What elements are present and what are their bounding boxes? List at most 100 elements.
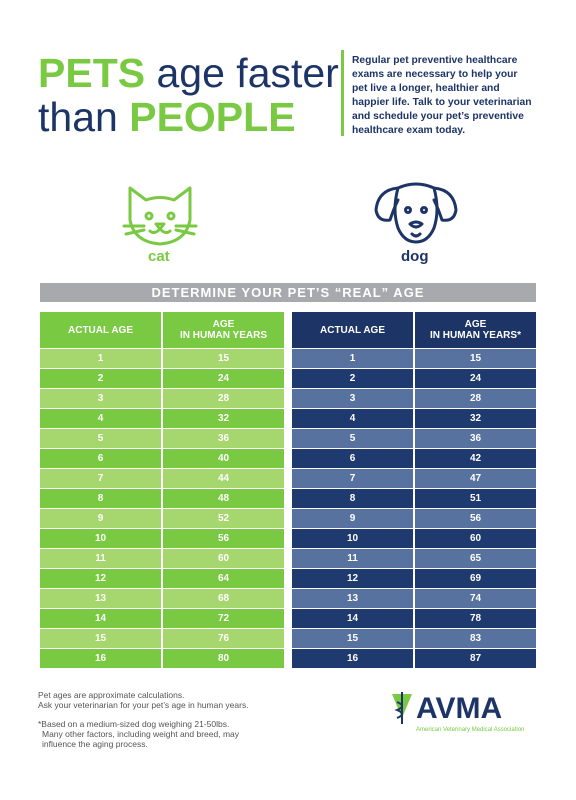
footnotes: Pet ages are approximate calculations. As… bbox=[38, 690, 249, 749]
header-cell: AGE IN HUMAN YEARS* bbox=[415, 312, 536, 348]
cat-icon bbox=[122, 186, 198, 246]
dog-icon bbox=[374, 182, 458, 244]
header-text: IN HUMAN YEARS bbox=[179, 330, 268, 341]
human-age-cell: 40 bbox=[163, 449, 284, 468]
actual-age-cell: 1 bbox=[292, 349, 413, 368]
human-age-cell: 65 bbox=[415, 549, 536, 568]
intro-line: exams are necessary to help your bbox=[352, 69, 518, 80]
intro-line: healthcare exam today. bbox=[352, 125, 466, 136]
actual-age-cell: 13 bbox=[40, 589, 161, 608]
actual-age-cell: 11 bbox=[292, 549, 413, 568]
human-age-cell: 83 bbox=[415, 629, 536, 648]
title-than: than bbox=[38, 94, 118, 140]
actual-age-cell: 4 bbox=[292, 409, 413, 428]
footnote-line: Pet ages are approximate calculations. bbox=[38, 690, 185, 700]
human-age-cell: 69 bbox=[415, 569, 536, 588]
human-age-cell: 24 bbox=[415, 369, 536, 388]
human-age-cell: 64 bbox=[163, 569, 284, 588]
human-age-cell: 36 bbox=[163, 429, 284, 448]
actual-age-cell: 1 bbox=[40, 349, 161, 368]
actual-age-cell: 14 bbox=[292, 609, 413, 628]
actual-age-cell: 16 bbox=[40, 649, 161, 668]
actual-age-cell: 9 bbox=[40, 509, 161, 528]
actual-age-cell: 13 bbox=[292, 589, 413, 608]
intro-line: happier life. Talk to your veterinarian bbox=[352, 97, 532, 108]
title-line-2: than PEOPLE bbox=[38, 94, 296, 140]
header-cell: AGE IN HUMAN YEARS bbox=[163, 312, 284, 348]
header-cell: ACTUAL AGE bbox=[40, 312, 161, 348]
human-age-cell: 56 bbox=[415, 509, 536, 528]
actual-age-cell: 10 bbox=[292, 529, 413, 548]
actual-age-cell: 9 bbox=[292, 509, 413, 528]
header-text: AGE bbox=[464, 319, 487, 330]
actual-age-cell: 2 bbox=[292, 369, 413, 388]
actual-age-cell: 15 bbox=[40, 629, 161, 648]
human-age-cell: 87 bbox=[415, 649, 536, 668]
actual-age-cell: 5 bbox=[292, 429, 413, 448]
title-line-1: PETS age faster bbox=[38, 50, 339, 96]
avma-logo: AVMA American Veterinary Medical Associa… bbox=[392, 692, 524, 733]
human-age-cell: 72 bbox=[163, 609, 284, 628]
human-age-cell: 32 bbox=[163, 409, 284, 428]
actual-age-cell: 3 bbox=[40, 389, 161, 408]
human-age-cell: 76 bbox=[163, 629, 284, 648]
actual-age-cell: 6 bbox=[292, 449, 413, 468]
human-age-cell: 48 bbox=[163, 489, 284, 508]
title-people: PEOPLE bbox=[129, 94, 296, 140]
intro-line: pet live a longer, healthier and bbox=[352, 83, 500, 94]
footnote-line: Ask your veterinarian for your pet’s age… bbox=[38, 700, 249, 710]
human-age-cell: 28 bbox=[415, 389, 536, 408]
actual-age-cell: 2 bbox=[40, 369, 161, 388]
footnote-line: *Based on a medium-sized dog weighing 21… bbox=[38, 719, 230, 729]
intro-line: Regular pet preventive healthcare bbox=[352, 55, 518, 66]
divider bbox=[341, 50, 344, 136]
header-text: IN HUMAN YEARS* bbox=[430, 330, 521, 341]
actual-age-cell: 12 bbox=[292, 569, 413, 588]
footnote-line: influence the aging process. bbox=[42, 739, 148, 749]
human-age-cell: 36 bbox=[415, 429, 536, 448]
human-age-cell: 47 bbox=[415, 469, 536, 488]
actual-age-cell: 5 bbox=[40, 429, 161, 448]
actual-age-cell: 14 bbox=[40, 609, 161, 628]
header-text: ACTUAL AGE bbox=[68, 324, 133, 336]
logo-subtitle: American Veterinary Medical Association bbox=[416, 727, 524, 733]
title-age-faster: age faster bbox=[156, 50, 339, 96]
header-text: ACTUAL AGE bbox=[320, 324, 385, 336]
human-age-cell: 56 bbox=[163, 529, 284, 548]
human-age-cell: 60 bbox=[415, 529, 536, 548]
header-text: AGE bbox=[212, 319, 235, 330]
human-age-cell: 24 bbox=[163, 369, 284, 388]
footnote-line: Many other factors, including weight and… bbox=[42, 729, 240, 739]
banner: DETERMINE YOUR PET’S “REAL” AGE bbox=[40, 283, 536, 302]
actual-age-cell: 16 bbox=[292, 649, 413, 668]
actual-age-cell: 10 bbox=[40, 529, 161, 548]
dog-label: dog bbox=[401, 248, 429, 265]
actual-age-cell: 4 bbox=[40, 409, 161, 428]
human-age-cell: 60 bbox=[163, 549, 284, 568]
human-age-cell: 74 bbox=[415, 589, 536, 608]
human-age-cell: 68 bbox=[163, 589, 284, 608]
logo-name: AVMA bbox=[416, 692, 502, 725]
human-age-cell: 44 bbox=[163, 469, 284, 488]
actual-age-cell: 7 bbox=[40, 469, 161, 488]
actual-age-cell: 3 bbox=[292, 389, 413, 408]
intro-line: and schedule your pet’s preventive bbox=[352, 111, 524, 122]
human-age-cell: 78 bbox=[415, 609, 536, 628]
actual-age-cell: 8 bbox=[40, 489, 161, 508]
human-age-cell: 42 bbox=[415, 449, 536, 468]
human-age-cell: 32 bbox=[415, 409, 536, 428]
actual-age-cell: 12 bbox=[40, 569, 161, 588]
human-age-cell: 15 bbox=[163, 349, 284, 368]
actual-age-cell: 15 bbox=[292, 629, 413, 648]
actual-age-cell: 8 bbox=[292, 489, 413, 508]
actual-age-cell: 6 bbox=[40, 449, 161, 468]
human-age-cell: 80 bbox=[163, 649, 284, 668]
title-pets: PETS bbox=[38, 50, 146, 96]
cat-label: cat bbox=[148, 248, 170, 265]
human-age-cell: 28 bbox=[163, 389, 284, 408]
header-cell: ACTUAL AGE bbox=[292, 312, 413, 348]
human-age-cell: 51 bbox=[415, 489, 536, 508]
human-age-cell: 15 bbox=[415, 349, 536, 368]
intro-text: Regular pet preventive healthcare exams a… bbox=[352, 54, 531, 138]
